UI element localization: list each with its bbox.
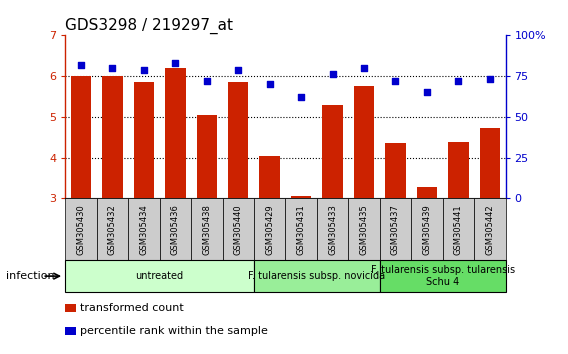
Text: F. tularensis subsp. tularensis
Schu 4: F. tularensis subsp. tularensis Schu 4 [370, 265, 515, 287]
Bar [71, 76, 91, 198]
Point [328, 72, 337, 77]
Bar [411, 198, 442, 260]
Point [360, 65, 369, 71]
Bar [448, 142, 469, 198]
Point [139, 67, 148, 73]
Bar [254, 260, 380, 292]
Text: GSM305431: GSM305431 [296, 204, 306, 255]
Bar [442, 198, 474, 260]
Point [77, 62, 86, 68]
Text: F. tularensis subsp. novicida: F. tularensis subsp. novicida [248, 271, 386, 281]
Point [265, 81, 274, 87]
Text: GSM305436: GSM305436 [171, 204, 180, 255]
Bar [197, 115, 217, 198]
Bar [160, 198, 191, 260]
Text: GSM305437: GSM305437 [391, 204, 400, 255]
Text: GSM305439: GSM305439 [423, 204, 432, 255]
Bar [102, 76, 123, 198]
Bar [479, 128, 500, 198]
Bar [380, 198, 411, 260]
Text: GSM305442: GSM305442 [485, 204, 494, 255]
Point [108, 65, 117, 71]
Text: infection: infection [6, 271, 55, 281]
Point [485, 76, 494, 82]
Text: percentile rank within the sample: percentile rank within the sample [80, 326, 268, 336]
Bar [380, 260, 506, 292]
Bar [133, 82, 154, 198]
Bar [128, 198, 160, 260]
Point [202, 78, 211, 84]
Text: GSM305433: GSM305433 [328, 204, 337, 255]
Bar [260, 156, 280, 198]
Text: GDS3298 / 219297_at: GDS3298 / 219297_at [65, 18, 233, 34]
Text: transformed count: transformed count [80, 303, 183, 313]
Bar [65, 260, 254, 292]
Bar [223, 198, 254, 260]
Bar [285, 198, 317, 260]
Point [233, 67, 243, 73]
Text: GSM305440: GSM305440 [234, 204, 243, 255]
Bar [191, 198, 223, 260]
Bar [65, 198, 97, 260]
Point [391, 78, 400, 84]
Bar [254, 198, 285, 260]
Bar [165, 68, 186, 198]
Point [296, 95, 306, 100]
Text: GSM305432: GSM305432 [108, 204, 117, 255]
Point [171, 60, 180, 66]
Bar [474, 198, 506, 260]
Bar [291, 196, 311, 198]
Text: GSM305429: GSM305429 [265, 204, 274, 255]
Bar [323, 105, 343, 198]
Bar [228, 82, 248, 198]
Text: GSM305434: GSM305434 [139, 204, 148, 255]
Text: GSM305441: GSM305441 [454, 204, 463, 255]
Text: untreated: untreated [136, 271, 183, 281]
Bar [385, 143, 406, 198]
Point [423, 90, 432, 95]
Bar [354, 86, 374, 198]
Bar [417, 187, 437, 198]
Bar [97, 198, 128, 260]
Text: GSM305435: GSM305435 [360, 204, 369, 255]
Point [454, 78, 463, 84]
Bar [317, 198, 348, 260]
Bar [348, 198, 380, 260]
Text: GSM305430: GSM305430 [77, 204, 86, 255]
Text: GSM305438: GSM305438 [202, 204, 211, 255]
